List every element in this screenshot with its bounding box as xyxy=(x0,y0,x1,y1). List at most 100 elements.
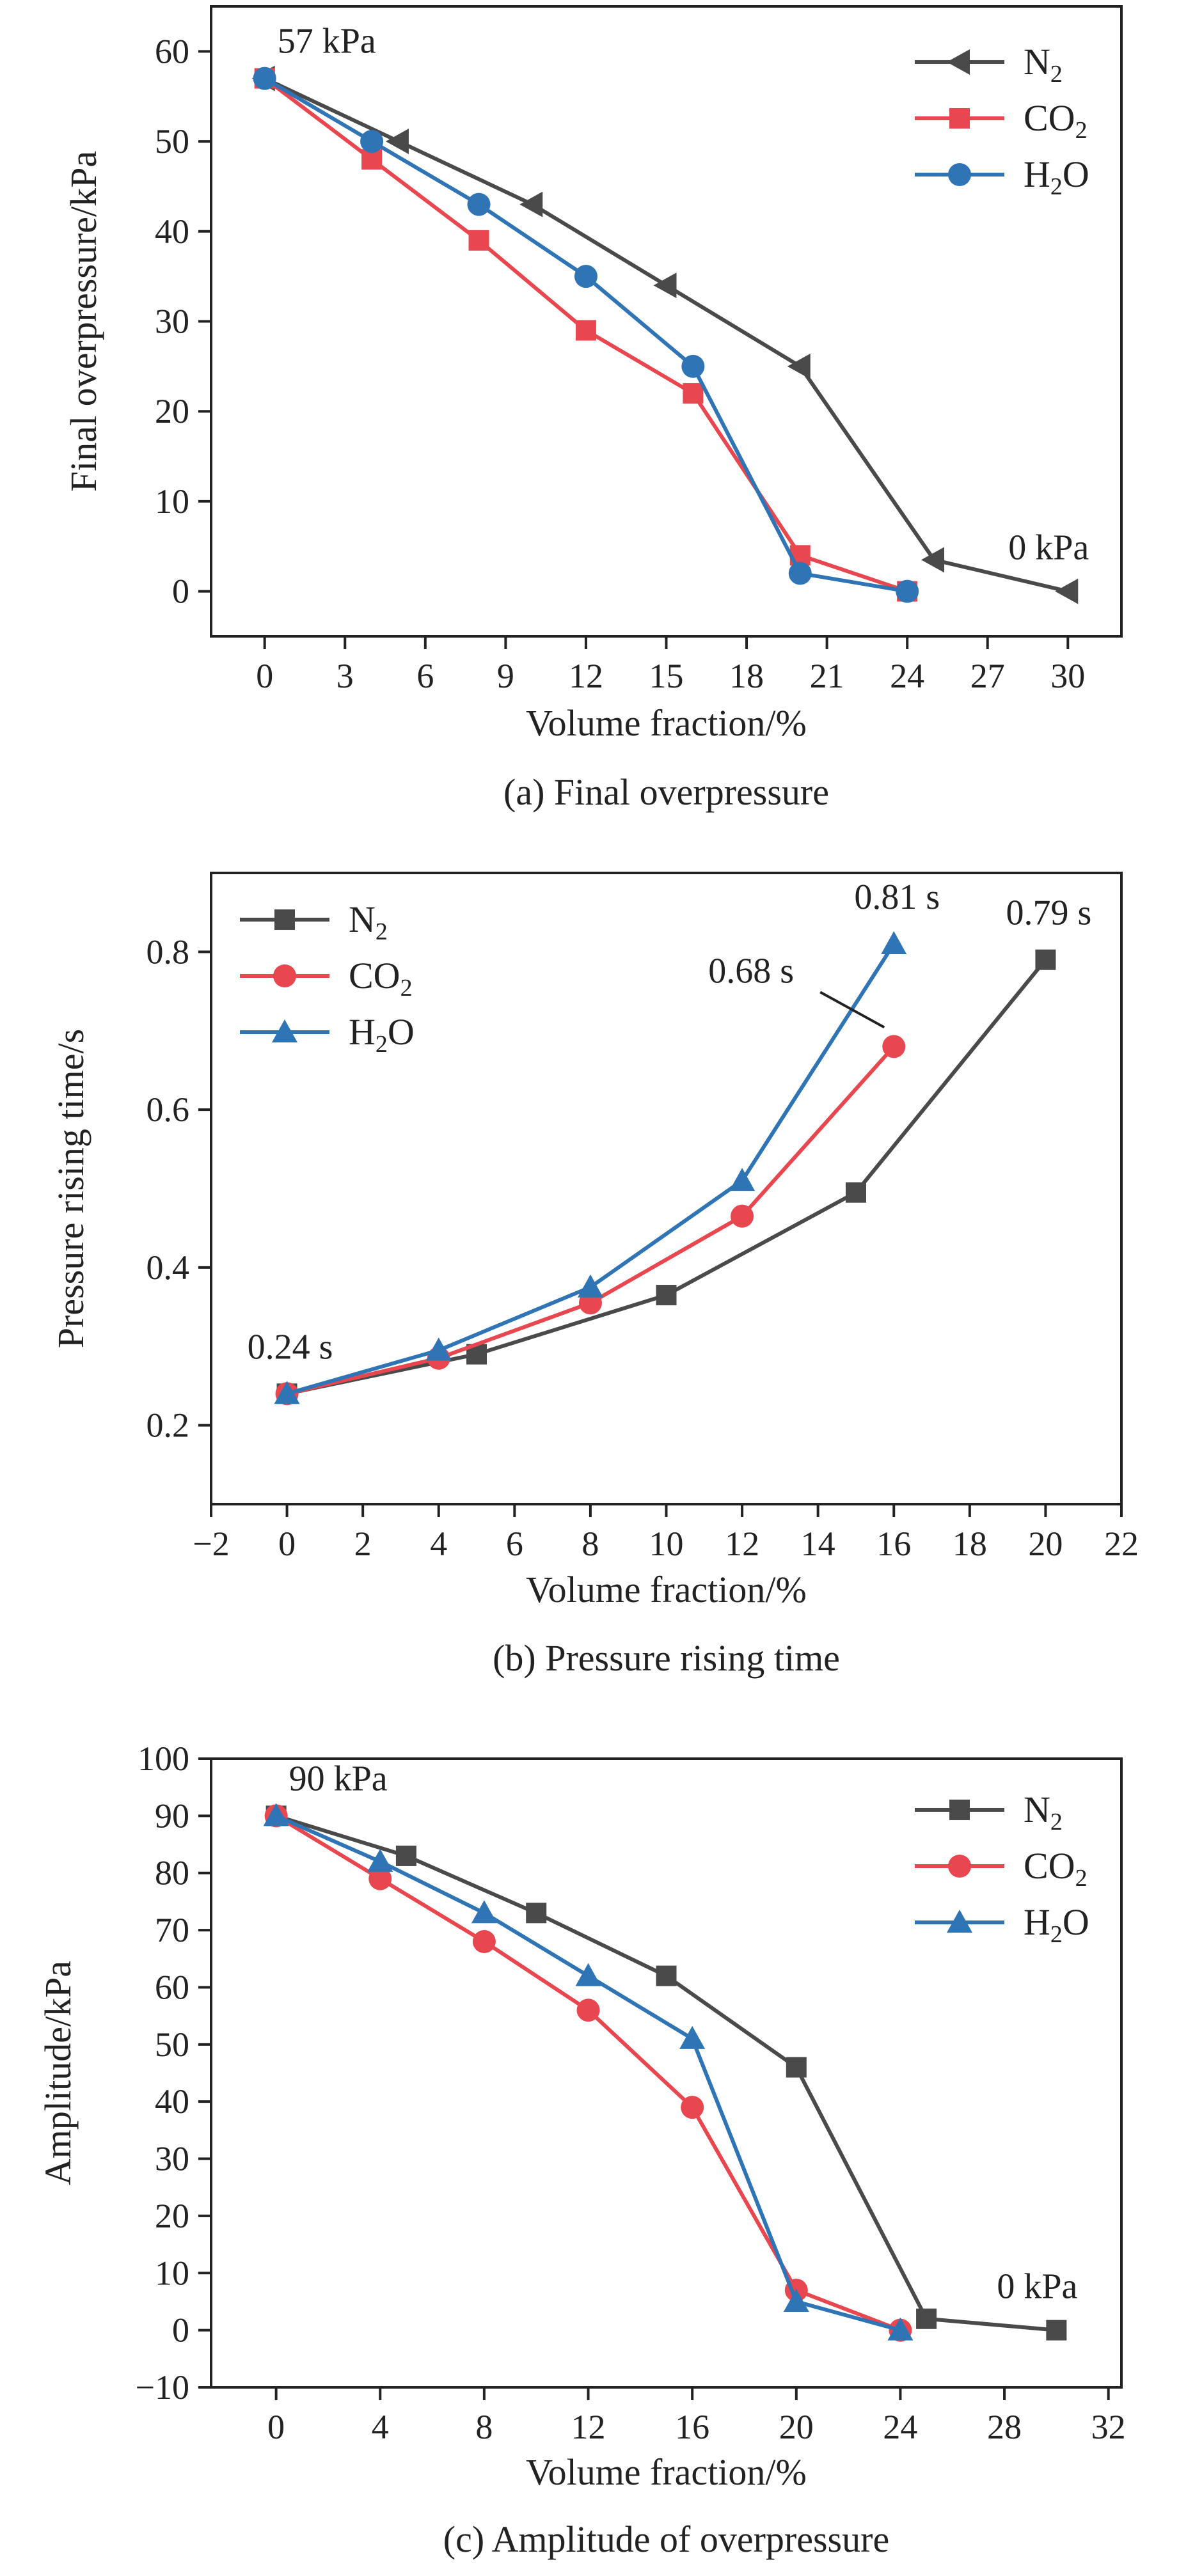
x-tick-label: 0 xyxy=(256,657,273,695)
series-line-H2O xyxy=(286,943,896,1396)
x-tick-label: 6 xyxy=(506,1525,523,1563)
data-point-H2O xyxy=(471,1900,497,1924)
data-point-N2 xyxy=(526,1903,547,1924)
data-point-N2 xyxy=(656,1285,677,1306)
data-point-H2O xyxy=(681,354,705,378)
data-point-N2 xyxy=(845,1182,866,1203)
data-point-H2O xyxy=(896,579,919,603)
annotation-leader xyxy=(819,991,885,1029)
chart-caption: (a) Final overpressure xyxy=(503,771,829,813)
y-axis-label: Final overpressure/kPa xyxy=(63,151,104,492)
x-tick-label: 20 xyxy=(779,2408,814,2446)
x-tick-label: 2 xyxy=(354,1525,372,1563)
x-tick-label: 28 xyxy=(987,2408,1022,2446)
x-tick-label: 18 xyxy=(953,1525,987,1563)
x-tick-label: 8 xyxy=(582,1525,599,1563)
data-point-N2 xyxy=(916,2308,937,2329)
legend: N2 CO2 H2O xyxy=(915,41,1089,200)
data-point-N2 xyxy=(385,129,409,155)
annotation-label: 0 kPa xyxy=(997,2267,1077,2307)
x-tick-label: 0 xyxy=(267,2408,285,2446)
plot-frame xyxy=(210,1757,1123,2389)
data-point-H2O xyxy=(367,1848,393,1872)
x-axis-label: Volume fraction/% xyxy=(526,702,807,744)
x-tick-label: 32 xyxy=(1091,2408,1126,2446)
legend: N2 CO2 H2O xyxy=(915,1789,1089,1948)
y-tick-label: 50 xyxy=(155,122,189,161)
y-tick-label: 30 xyxy=(155,2140,189,2178)
x-tick-label: 0 xyxy=(278,1525,296,1563)
legend-marker-N2 xyxy=(947,49,970,75)
legend-marker-H2O xyxy=(947,1910,972,1933)
plot-frame xyxy=(210,872,1123,1505)
x-tick-label: 14 xyxy=(801,1525,835,1563)
legend-label-CO2: CO2 xyxy=(349,955,413,1001)
legend-marker-CO2 xyxy=(949,108,970,129)
x-tick-label: 16 xyxy=(675,2408,709,2446)
data-point-N2 xyxy=(787,353,811,379)
y-tick-label: −10 xyxy=(136,2368,189,2407)
legend-marker-N2 xyxy=(949,1800,970,1820)
x-tick-label: 10 xyxy=(649,1525,684,1563)
y-tick-label: 20 xyxy=(155,2197,189,2235)
legend-label-N2: N2 xyxy=(349,899,388,945)
y-tick-label: 30 xyxy=(155,302,189,341)
x-tick-label: 21 xyxy=(810,657,844,695)
legend-marker-H2O xyxy=(272,1019,297,1042)
x-tick-label: 12 xyxy=(569,657,603,695)
y-tick-label: 0.8 xyxy=(146,932,190,971)
x-tick-label: 6 xyxy=(416,657,434,695)
chart-0: 0 3 6 9 12 15 18 21 24 27 30 0 10 20 30 40 50 60 Volume fr… xyxy=(63,5,1123,813)
data-point-H2O xyxy=(425,1337,452,1361)
series-line-N2 xyxy=(264,76,1068,593)
data-point-CO2 xyxy=(472,1929,496,1953)
y-tick-label: 0 xyxy=(172,572,189,611)
data-point-H2O xyxy=(783,2288,809,2312)
series-line-N2 xyxy=(275,1814,1057,2332)
y-tick-label: 0 xyxy=(172,2311,189,2350)
y-tick-label: 10 xyxy=(155,482,189,521)
data-point-CO2 xyxy=(368,1867,392,1890)
data-point-H2O xyxy=(729,1168,756,1191)
legend-label-N2: N2 xyxy=(1024,41,1063,88)
x-tick-label: 12 xyxy=(725,1525,759,1563)
chart-caption: (b) Pressure rising time xyxy=(493,1637,840,1679)
series-CO2 xyxy=(264,1804,912,2342)
legend-label-CO2: CO2 xyxy=(1024,1845,1088,1892)
data-point-H2O xyxy=(263,1803,289,1826)
y-tick-label: 0.4 xyxy=(146,1248,190,1287)
y-tick-label: 90 xyxy=(155,1796,189,1835)
x-tick-label: 4 xyxy=(372,2408,389,2446)
data-point-N2 xyxy=(1035,949,1056,970)
data-point-H2O xyxy=(467,192,491,216)
data-point-H2O xyxy=(788,562,812,585)
y-tick-label: 80 xyxy=(155,1854,189,1892)
data-point-H2O xyxy=(575,1963,601,1986)
x-tick-label: 3 xyxy=(336,657,354,695)
x-tick-label: 20 xyxy=(1028,1525,1063,1563)
series-line-H2O xyxy=(275,1814,901,2332)
legend-marker-CO2 xyxy=(948,1855,971,1878)
plot-frame xyxy=(210,5,1123,638)
data-point-CO2 xyxy=(681,2096,704,2119)
chart-2: 0 4 8 12 16 20 24 28 32 −10 0 10 20 30 40 50 60 70 80 90 100… xyxy=(37,1740,1126,2560)
x-tick-label: 8 xyxy=(475,2408,493,2446)
legend-label-H2O: H2O xyxy=(1024,153,1089,200)
data-point-N2 xyxy=(786,2057,807,2078)
series-CO2 xyxy=(275,1035,906,1406)
y-tick-label: 60 xyxy=(155,32,189,70)
data-point-H2O xyxy=(274,1381,300,1404)
y-axis-label: Amplitude/kPa xyxy=(37,1961,79,2185)
x-axis-label: Volume fraction/% xyxy=(526,2451,807,2493)
data-point-N2 xyxy=(395,1845,416,1866)
legend-marker-N2 xyxy=(274,909,295,930)
data-point-N2 xyxy=(1055,578,1079,604)
legend-label-CO2: CO2 xyxy=(1024,97,1088,144)
x-tick-label: 16 xyxy=(876,1525,911,1563)
y-tick-label: 100 xyxy=(138,1740,189,1778)
annotation-label: 0.79 s xyxy=(1006,893,1092,933)
annotation-label: 90 kPa xyxy=(289,1759,388,1798)
data-point-CO2 xyxy=(575,320,596,341)
legend-label-H2O: H2O xyxy=(1024,1901,1089,1948)
y-tick-label: 60 xyxy=(155,1968,189,2006)
